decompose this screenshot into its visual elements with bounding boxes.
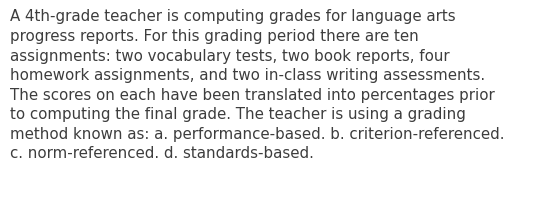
Text: A 4th-grade teacher is computing grades for language arts
progress reports. For : A 4th-grade teacher is computing grades …	[10, 9, 504, 161]
